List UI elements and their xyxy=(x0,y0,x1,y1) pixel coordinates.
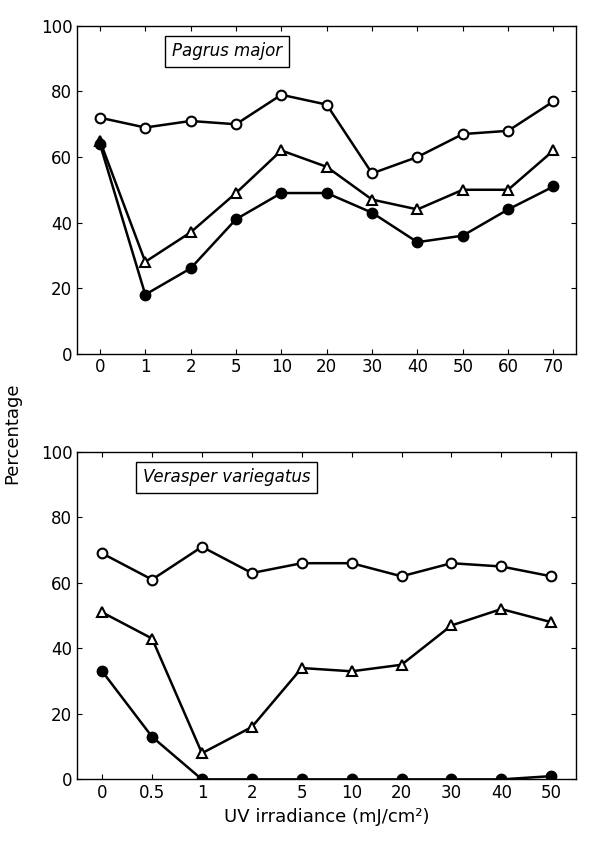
X-axis label: UV irradiance (mJ/cm²): UV irradiance (mJ/cm²) xyxy=(224,808,429,826)
Text: Percentage: Percentage xyxy=(3,382,21,484)
Text: Pagrus major: Pagrus major xyxy=(172,42,282,61)
Text: Verasper variegatus: Verasper variegatus xyxy=(143,469,311,486)
